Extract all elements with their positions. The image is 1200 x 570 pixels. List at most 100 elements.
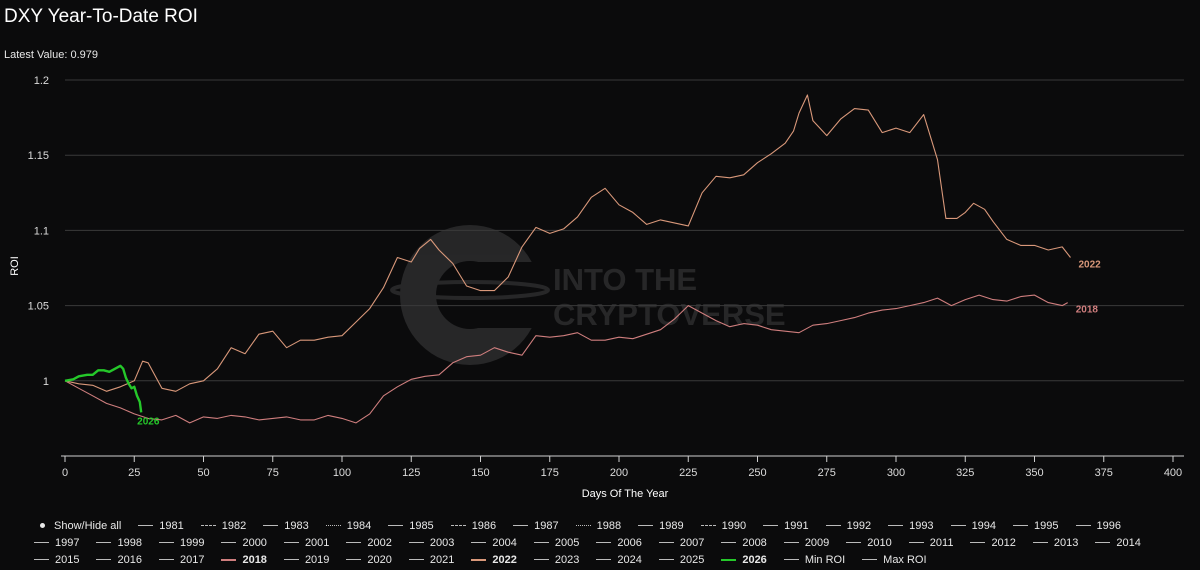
- legend-item[interactable]: 1985: [388, 519, 434, 532]
- legend-line-icon: [888, 525, 904, 526]
- legend-item-label: 1989: [659, 519, 684, 532]
- legend-item[interactable]: 2024: [596, 554, 642, 566]
- x-tick-label: 125: [402, 467, 420, 479]
- legend-item[interactable]: 2010: [846, 536, 892, 549]
- y-tick-label: 1.05: [28, 301, 49, 313]
- legend-item[interactable]: Min ROI: [783, 554, 845, 566]
- legend-item[interactable]: 1992: [825, 520, 871, 532]
- legend-item[interactable]: 1993: [888, 520, 934, 532]
- legend-item[interactable]: 2021: [408, 554, 454, 566]
- legend-item[interactable]: 2014: [1095, 537, 1141, 549]
- legend-item-label: 1996: [1096, 519, 1122, 532]
- bullet-icon: [40, 523, 45, 528]
- legend-item[interactable]: 2022: [471, 554, 517, 566]
- x-tick-label: 275: [818, 467, 836, 479]
- legend-row: 1997 1998 1999 2000 2001 2002 2003 2004 2005 2006…: [34, 534, 1184, 551]
- legend-item-label: 2017: [179, 553, 205, 566]
- y-axis: 1 1.05 1.1 1.15 1.2: [28, 75, 49, 388]
- legend-item[interactable]: Max ROI: [862, 554, 927, 566]
- legend-line-icon: [34, 559, 49, 560]
- legend-item[interactable]: 2003: [408, 537, 454, 549]
- legend-item[interactable]: 2026: [721, 554, 767, 566]
- legend-line-icon: [533, 542, 549, 543]
- legend-item-label: 1983: [284, 519, 309, 532]
- legend-line-icon: [138, 525, 154, 526]
- legend-item[interactable]: 1999: [158, 537, 204, 549]
- legend-item[interactable]: 1994: [950, 519, 997, 532]
- legend-line-icon: [471, 542, 487, 543]
- legend-line-icon: [638, 525, 654, 526]
- legend-item[interactable]: 2018: [221, 554, 267, 566]
- legend-item-label: 2002: [367, 536, 392, 549]
- legend-item[interactable]: 2004: [471, 537, 517, 549]
- y-tick-label: 1: [43, 376, 49, 388]
- legend-item[interactable]: 2002: [346, 536, 392, 549]
- legend-item[interactable]: 1989: [638, 519, 684, 532]
- legend-item[interactable]: 2005: [533, 537, 579, 549]
- legend-line-icon: [200, 525, 216, 526]
- legend-item[interactable]: 2020: [346, 554, 392, 566]
- legend-item[interactable]: 1998: [96, 536, 142, 549]
- legend-item[interactable]: 1996: [1075, 519, 1122, 532]
- legend-line-icon: [825, 525, 841, 526]
- legend-item[interactable]: 2017: [158, 553, 205, 566]
- legend-item-label: 1994: [971, 519, 997, 532]
- legend-item-label: 1984: [346, 519, 372, 532]
- legend-item[interactable]: 2015: [34, 554, 79, 566]
- legend-item[interactable]: 2025: [658, 554, 704, 566]
- x-tick-label: 0: [62, 467, 68, 479]
- legend-show-hide-all[interactable]: Show/Hide all: [40, 520, 121, 532]
- x-tick-label: 400: [1164, 467, 1182, 479]
- legend-line-icon: [158, 559, 174, 560]
- legend-line-icon: [721, 558, 737, 561]
- legend-item[interactable]: 2012: [970, 537, 1016, 549]
- legend-item[interactable]: 2011: [908, 537, 953, 549]
- legend-item[interactable]: 2000: [221, 537, 267, 549]
- legend-item-label: 1997: [55, 536, 80, 549]
- legend-item[interactable]: 2001: [283, 536, 330, 549]
- legend-item-label: 2010: [867, 536, 892, 549]
- legend-item[interactable]: 2013: [1032, 537, 1078, 549]
- legend-item[interactable]: 1982: [200, 520, 246, 532]
- legend-item[interactable]: 1988: [575, 519, 622, 532]
- legend-item[interactable]: 2009: [783, 537, 829, 549]
- legend-line-icon: [325, 525, 341, 526]
- legend-item-label: 2001: [304, 536, 330, 549]
- legend-line-icon: [721, 542, 737, 543]
- legend-line-icon: [471, 558, 487, 561]
- legend-item[interactable]: 2008: [721, 537, 767, 549]
- legend-item[interactable]: 1997: [34, 537, 79, 549]
- legend: Show/Hide all 1981 1982 1983 1984 1985 1986 19…: [34, 517, 1184, 568]
- x-axis-title: Days Of The Year: [582, 488, 669, 500]
- legend-item[interactable]: 1990: [700, 520, 746, 532]
- legend-item[interactable]: 1983: [263, 519, 309, 532]
- legend-line-icon: [513, 525, 529, 526]
- x-tick-label: 300: [887, 467, 905, 479]
- legend-line-icon: [96, 542, 112, 543]
- legend-item-label: 2019: [304, 553, 330, 566]
- watermark-logo: [400, 225, 540, 365]
- y-tick-label: 1.15: [28, 150, 49, 162]
- legend-item-label: 1987: [534, 519, 559, 532]
- legend-item[interactable]: 1987: [513, 519, 559, 532]
- roi-line-chart: INTO THE CRYPTOVERSE 0 25 50 75 100 125 150 175…: [9, 75, 1184, 500]
- legend-item[interactable]: 2006: [596, 537, 642, 549]
- legend-item[interactable]: 2007: [658, 537, 704, 549]
- legend-item[interactable]: 1981: [138, 520, 184, 532]
- x-tick-label: 50: [197, 467, 209, 479]
- legend-item[interactable]: 2019: [283, 553, 330, 566]
- legend-item[interactable]: 1984: [325, 519, 372, 532]
- legend-item-label: 1988: [596, 519, 622, 532]
- legend-line-icon: [783, 542, 799, 543]
- legend-item[interactable]: 2016: [96, 554, 142, 566]
- legend-item[interactable]: 1995: [1013, 520, 1059, 532]
- legend-line-icon: [658, 559, 674, 560]
- legend-line-icon: [763, 525, 779, 526]
- legend-item[interactable]: 2023: [533, 554, 579, 566]
- legend-item[interactable]: 1986: [450, 520, 496, 532]
- legend-item-label: 1985: [409, 519, 434, 532]
- legend-item-label: 1998: [117, 536, 142, 549]
- x-tick-label: 150: [471, 467, 489, 479]
- legend-item[interactable]: 1991: [763, 520, 809, 532]
- legend-line-icon: [158, 542, 174, 543]
